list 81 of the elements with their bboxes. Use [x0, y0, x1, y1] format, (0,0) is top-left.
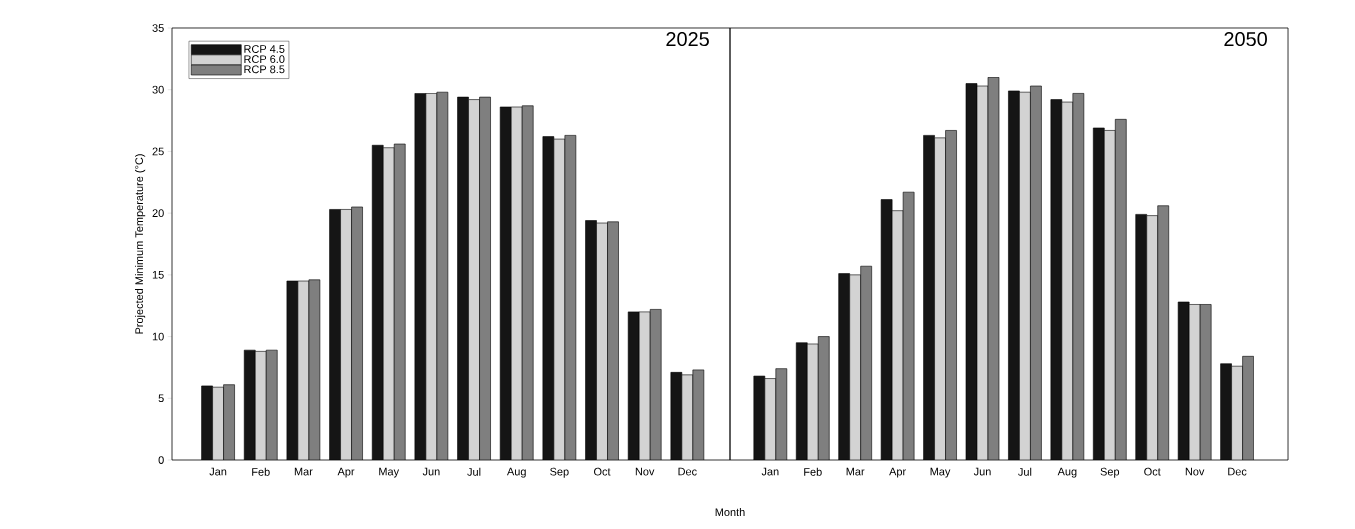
bar	[838, 273, 850, 460]
bar	[945, 130, 957, 460]
bar	[393, 143, 406, 460]
bar	[1008, 90, 1020, 460]
x-tick-label: Sep	[1100, 467, 1120, 478]
bar	[479, 96, 491, 460]
x-tick-label: Jun	[422, 467, 440, 476]
bar	[860, 265, 872, 460]
bar	[351, 206, 363, 460]
bar	[923, 135, 935, 460]
bar	[638, 311, 651, 460]
bar	[1146, 215, 1159, 460]
bar	[500, 106, 512, 460]
bar	[254, 351, 267, 460]
bar	[1030, 85, 1042, 460]
bar	[1199, 304, 1212, 460]
bar	[795, 342, 808, 460]
y-tick-label: 10	[152, 332, 164, 341]
x-tick-label: Oct	[1144, 467, 1161, 476]
bar	[817, 336, 830, 460]
bar	[329, 209, 341, 460]
bar	[1177, 301, 1190, 460]
x-tick-label: Dec	[1228, 467, 1247, 476]
chart-title: 2050	[1224, 32, 1267, 47]
y-tick-label: 0	[158, 456, 164, 464]
bar	[457, 96, 469, 460]
bar	[382, 147, 395, 460]
bar	[934, 137, 946, 460]
x-tick-label: May	[379, 467, 400, 478]
bar	[775, 368, 788, 460]
bar	[649, 309, 662, 460]
bar	[607, 221, 619, 460]
bar	[849, 274, 861, 460]
bar	[1092, 127, 1105, 460]
y-tick-label: 30	[152, 85, 164, 94]
bar	[1114, 119, 1127, 460]
x-tick-label: Mar	[846, 467, 865, 476]
x-tick-label: Jul	[467, 467, 481, 476]
x-tick-label: Feb	[252, 467, 270, 476]
x-axis-title: Month	[715, 507, 745, 517]
bar	[340, 209, 352, 460]
y-tick-label: 15	[152, 271, 164, 279]
legend-label: RCP 6.0	[244, 55, 285, 64]
y-tick-label: 20	[152, 209, 164, 218]
y-axis-title: Projected Minimum Temperature (°C)	[134, 154, 146, 334]
bar	[371, 144, 384, 460]
legend-label: RCP 4.5	[244, 45, 285, 53]
chart-title: 2025	[666, 32, 709, 47]
x-tick-label: Aug	[506, 467, 526, 478]
x-tick-label: Dec	[678, 467, 697, 476]
x-tick-label: Oct	[594, 467, 611, 476]
y-tick-label: 35	[152, 24, 164, 32]
x-tick-label: Apr	[337, 467, 355, 478]
x-tick-label: Jul	[1018, 467, 1032, 476]
x-tick-label: Mar	[294, 467, 313, 476]
x-tick-label: Nov	[635, 467, 655, 476]
bar	[1188, 304, 1201, 460]
bar	[681, 374, 694, 460]
y-tick-label: 5	[158, 394, 164, 403]
bar	[1019, 91, 1031, 460]
x-tick-label: Apr	[889, 467, 906, 478]
x-tick-label: Feb	[804, 467, 822, 476]
x-tick-label: Jun	[973, 467, 991, 476]
bar	[627, 311, 640, 460]
legend-label: RCP 8.5	[244, 65, 285, 74]
bar	[468, 99, 480, 460]
bar	[1157, 205, 1170, 460]
y-tick-label: 25	[152, 147, 164, 156]
bar	[1220, 363, 1232, 460]
x-tick-label: Jan	[761, 467, 779, 476]
bar	[522, 105, 534, 460]
bar	[585, 220, 597, 460]
bar	[1135, 214, 1148, 460]
x-tick-label: Aug	[1057, 467, 1077, 478]
x-tick-label: Jan	[209, 467, 227, 476]
x-tick-label: May	[930, 467, 951, 478]
x-tick-label: Sep	[550, 467, 569, 478]
bar	[511, 106, 523, 460]
x-tick-label: Nov	[1185, 467, 1205, 476]
bar	[596, 222, 608, 460]
bar	[1103, 130, 1116, 460]
